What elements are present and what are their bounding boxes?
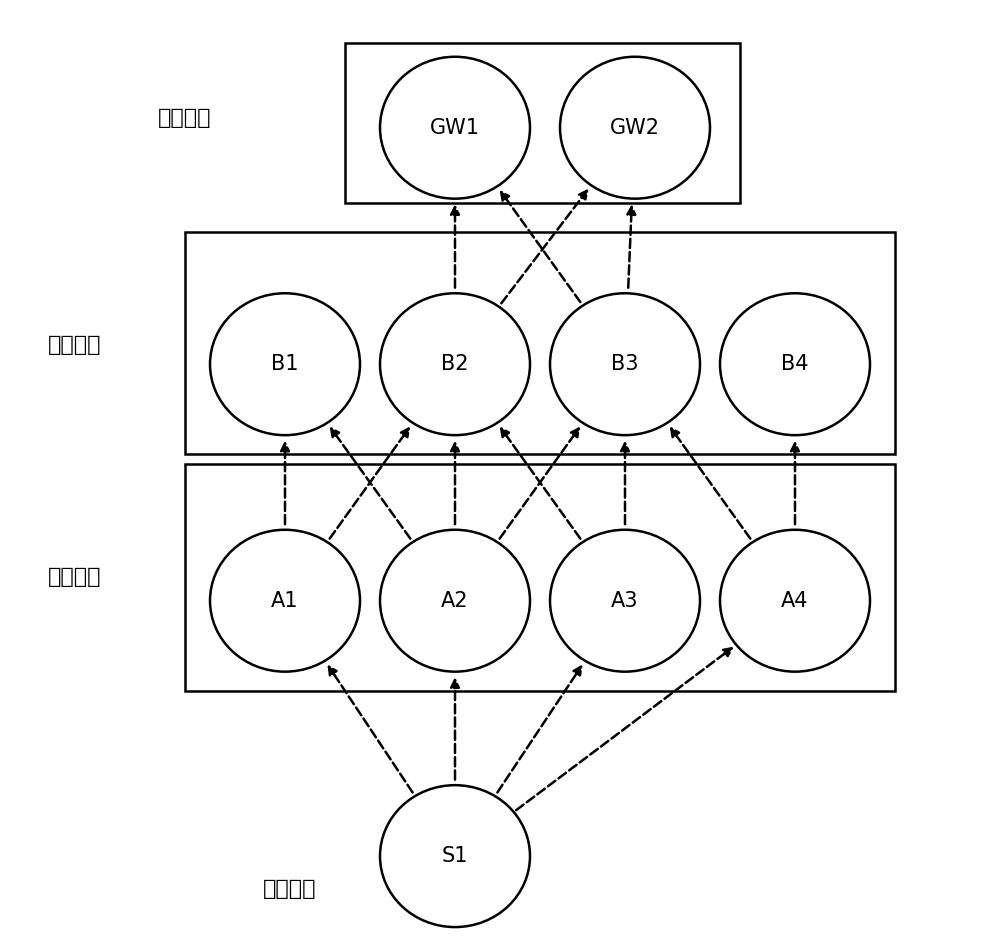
Circle shape bbox=[720, 530, 870, 672]
Circle shape bbox=[380, 293, 530, 435]
Text: 汇聚节点: 汇聚节点 bbox=[48, 335, 102, 356]
Bar bbox=[185, 464, 895, 691]
Circle shape bbox=[550, 530, 700, 672]
Text: GW2: GW2 bbox=[610, 117, 660, 138]
Circle shape bbox=[210, 530, 360, 672]
Text: S1: S1 bbox=[442, 846, 468, 867]
Text: B4: B4 bbox=[781, 354, 809, 375]
Text: B1: B1 bbox=[271, 354, 299, 375]
Text: B2: B2 bbox=[441, 354, 469, 375]
Text: A3: A3 bbox=[611, 590, 639, 611]
Circle shape bbox=[380, 785, 530, 927]
Text: 传感节点: 传感节点 bbox=[263, 879, 317, 900]
Circle shape bbox=[720, 293, 870, 435]
Circle shape bbox=[210, 293, 360, 435]
Text: GW1: GW1 bbox=[430, 117, 480, 138]
Text: B3: B3 bbox=[611, 354, 639, 375]
Text: 汇聚节点: 汇聚节点 bbox=[48, 567, 102, 587]
Bar bbox=[345, 43, 740, 203]
Text: A1: A1 bbox=[271, 590, 299, 611]
Circle shape bbox=[550, 293, 700, 435]
Circle shape bbox=[380, 530, 530, 672]
Text: A2: A2 bbox=[441, 590, 469, 611]
Circle shape bbox=[560, 57, 710, 199]
Circle shape bbox=[380, 57, 530, 199]
Text: A4: A4 bbox=[781, 590, 809, 611]
Bar bbox=[185, 232, 895, 454]
Text: 网关节点: 网关节点 bbox=[158, 108, 212, 129]
